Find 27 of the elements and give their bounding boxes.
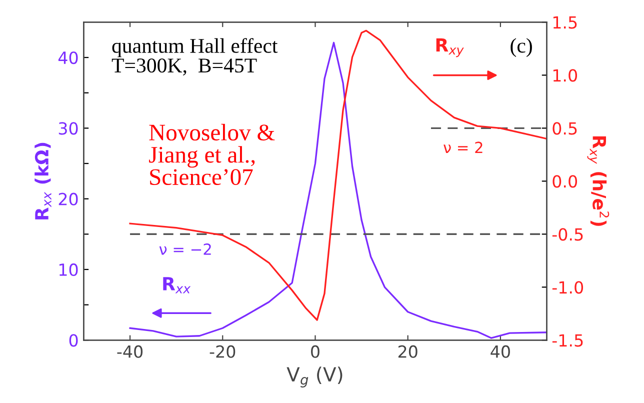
y-tick-label: 40 xyxy=(58,51,78,64)
y2-tick-label: -1.5 xyxy=(552,334,583,347)
y-tick-label: 0 xyxy=(69,334,78,347)
x-tick-label: 20 xyxy=(398,345,418,358)
x-tick-label: -40 xyxy=(117,345,143,358)
y2-axis-title: R$_{xy}$ (h/e$^{2}$) xyxy=(587,136,610,226)
annotation: quantum Hall effect T=300K, B=45T xyxy=(112,38,278,76)
annotation: (c) xyxy=(510,38,532,57)
annotation: ν = 2 xyxy=(444,142,482,154)
x-tick-label: 40 xyxy=(490,345,510,358)
annotation: ν = −2 xyxy=(159,243,211,255)
y-tick-label: 30 xyxy=(58,122,78,135)
y2-tick-label: 1.5 xyxy=(553,16,577,29)
x-axis-title: V$_{g}$ (V) xyxy=(286,366,342,388)
y2-tick-label: 0.5 xyxy=(552,122,577,135)
y-tick-label: 10 xyxy=(59,263,78,276)
y2-tick-label: 0.0 xyxy=(552,175,578,188)
y2-tick-label: -1.0 xyxy=(552,281,584,294)
annotation: Novoselov & Jiang et al., Science’07 xyxy=(149,124,275,186)
text: R$_{xx}$ xyxy=(163,277,191,294)
series-label: R$_{xy}$ xyxy=(436,38,464,58)
y2-tick-label: -0.5 xyxy=(552,228,583,241)
y-axis-title: R$_{xx}$ (kΩ) xyxy=(34,142,52,220)
y-tick-label: 20 xyxy=(58,192,78,206)
y2-tick-label: 1.0 xyxy=(553,69,578,82)
x-tick-label: 0 xyxy=(311,345,320,358)
x-tick-label: -20 xyxy=(210,345,236,358)
